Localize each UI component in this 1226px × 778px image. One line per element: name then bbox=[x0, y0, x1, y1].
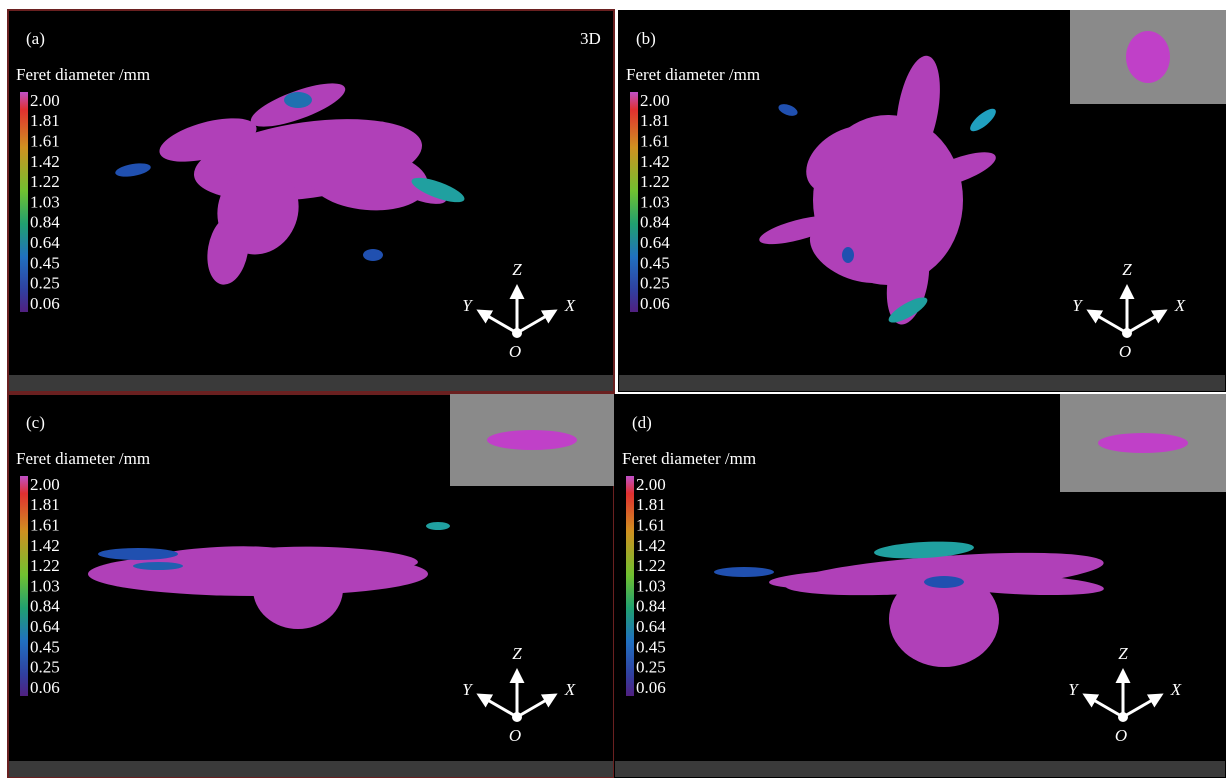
scale-label: 0.64 bbox=[640, 233, 670, 252]
axis-label: O bbox=[1115, 726, 1127, 745]
axis-label: Y bbox=[462, 296, 473, 315]
small-particle bbox=[133, 562, 183, 570]
scale-label: 1.81 bbox=[30, 495, 60, 514]
scale-label: 2.00 bbox=[636, 475, 666, 494]
scale-label: 1.81 bbox=[636, 495, 666, 514]
scale-label: 0.64 bbox=[30, 233, 60, 252]
scale-label: 0.06 bbox=[30, 678, 60, 697]
scale-label: 1.61 bbox=[640, 132, 670, 151]
scale-label: 0.25 bbox=[30, 274, 60, 293]
small-particle bbox=[363, 249, 383, 261]
axis-label: X bbox=[1174, 296, 1186, 315]
legend-title: Feret diameter /mm bbox=[16, 449, 150, 468]
scale-label: 1.22 bbox=[636, 556, 666, 575]
scale-label: 0.06 bbox=[636, 678, 666, 697]
scale-label: 1.22 bbox=[640, 172, 670, 191]
axis-label: Z bbox=[1118, 644, 1128, 663]
page: (a)3DFeret diameter /mm2.001.811.611.421… bbox=[0, 0, 1226, 778]
scale-label: 1.81 bbox=[30, 111, 60, 130]
scale-label: 1.03 bbox=[30, 576, 60, 595]
scale-label: 1.42 bbox=[30, 536, 60, 555]
legend-title: Feret diameter /mm bbox=[622, 449, 756, 468]
panel: (d) Feret diameter /mm 2.001.81 1.611.421.2… bbox=[614, 394, 1226, 778]
axis-origin bbox=[1122, 328, 1132, 338]
color-bar bbox=[20, 476, 28, 696]
status-bar bbox=[9, 761, 613, 777]
panel-label: (a) bbox=[26, 29, 45, 48]
axis-origin bbox=[1118, 712, 1128, 722]
scale-label: 0.84 bbox=[30, 597, 60, 616]
axis-label: Y bbox=[1068, 680, 1079, 699]
scale-label: 0.45 bbox=[636, 637, 666, 656]
panel-label: (d) bbox=[632, 413, 652, 432]
scale-label: 1.61 bbox=[30, 516, 60, 535]
legend-title: Feret diameter /mm bbox=[626, 65, 760, 84]
panel-label: (b) bbox=[636, 29, 656, 48]
scale-label: 0.25 bbox=[636, 658, 666, 677]
scale-label: 2.00 bbox=[30, 475, 60, 494]
scale-label: 1.42 bbox=[640, 152, 670, 171]
scale-label: 1.22 bbox=[30, 556, 60, 575]
scale-label: 1.42 bbox=[636, 536, 666, 555]
scale-label: 1.03 bbox=[640, 192, 670, 211]
axis-label: O bbox=[1119, 342, 1131, 361]
axis-label: Y bbox=[462, 680, 473, 699]
scale-label: 0.45 bbox=[30, 253, 60, 272]
scale-label: 0.64 bbox=[30, 617, 60, 636]
color-bar bbox=[626, 476, 634, 696]
scale-label: 1.61 bbox=[30, 132, 60, 151]
scale-label: 1.42 bbox=[30, 152, 60, 171]
scale-label: 2.00 bbox=[30, 91, 60, 110]
panel: (c) Feret diameter /mm 2.001.81 1.611.421.2… bbox=[8, 394, 614, 778]
color-bar bbox=[630, 92, 638, 312]
scale-label: 0.84 bbox=[30, 213, 60, 232]
small-particle bbox=[284, 92, 312, 108]
axis-label: X bbox=[564, 296, 576, 315]
inset-particle bbox=[1098, 433, 1188, 453]
small-particle bbox=[98, 548, 178, 560]
panel: (b) Feret diameter /mm 2.001.81 1.611.421.2… bbox=[618, 10, 1226, 392]
scale-label: 1.81 bbox=[640, 111, 670, 130]
axis-origin bbox=[512, 328, 522, 338]
figure: (a)3DFeret diameter /mm2.001.811.611.421… bbox=[0, 0, 1226, 778]
small-particle bbox=[426, 522, 450, 530]
scale-label: 2.00 bbox=[640, 91, 670, 110]
axis-label: Z bbox=[512, 644, 522, 663]
view-tag: 3D bbox=[580, 29, 601, 48]
scale-label: 0.45 bbox=[30, 637, 60, 656]
axis-label: Z bbox=[1122, 260, 1132, 279]
scale-label: 0.06 bbox=[30, 294, 60, 313]
scale-label: 0.06 bbox=[640, 294, 670, 313]
color-bar bbox=[20, 92, 28, 312]
legend-title: Feret diameter /mm bbox=[16, 65, 150, 84]
scale-label: 0.84 bbox=[640, 213, 670, 232]
axis-label: X bbox=[1170, 680, 1182, 699]
scale-label: 1.03 bbox=[636, 576, 666, 595]
panel-label: (c) bbox=[26, 413, 45, 432]
status-bar bbox=[615, 761, 1225, 777]
small-particle bbox=[842, 247, 854, 263]
scale-label: 1.22 bbox=[30, 172, 60, 191]
status-bar bbox=[619, 375, 1225, 391]
scale-label: 0.25 bbox=[30, 658, 60, 677]
axis-label: O bbox=[509, 342, 521, 361]
axis-label: Z bbox=[512, 260, 522, 279]
axis-label: O bbox=[509, 726, 521, 745]
scale-label: 0.25 bbox=[640, 274, 670, 293]
axis-label: Y bbox=[1072, 296, 1083, 315]
scale-label: 1.61 bbox=[636, 516, 666, 535]
status-bar bbox=[9, 375, 613, 391]
small-particle bbox=[714, 567, 774, 577]
scale-label: 0.45 bbox=[640, 253, 670, 272]
scale-label: 0.84 bbox=[636, 597, 666, 616]
small-particle bbox=[924, 576, 964, 588]
inset-particle bbox=[487, 430, 577, 450]
inset-particle bbox=[1126, 31, 1170, 83]
axis-origin bbox=[512, 712, 522, 722]
scale-label: 0.64 bbox=[636, 617, 666, 636]
axis-label: X bbox=[564, 680, 576, 699]
scale-label: 1.03 bbox=[30, 192, 60, 211]
